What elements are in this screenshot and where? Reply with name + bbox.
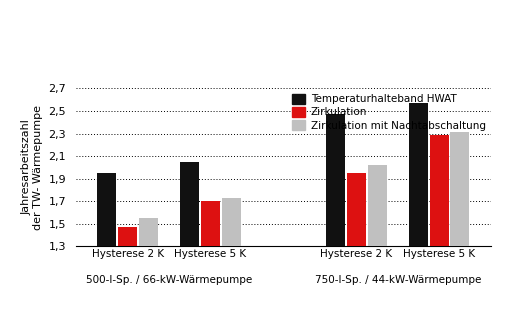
Bar [97, 173, 116, 246]
Bar [367, 165, 386, 246]
Bar [138, 218, 158, 246]
Bar [346, 173, 365, 246]
Legend: Temperaturhalteband HWAT, Zirkulation, Zirkulation mit Nachtabschaltung: Temperaturhalteband HWAT, Zirkulation, Z… [291, 94, 485, 131]
Text: 500-l-Sp. / 66-kW-Wärmepumpe: 500-l-Sp. / 66-kW-Wärmepumpe [86, 275, 251, 285]
Bar [429, 135, 448, 246]
Bar [449, 132, 468, 246]
Bar [118, 227, 137, 246]
Text: 750-l-Sp. / 44-kW-Wärmepumpe: 750-l-Sp. / 44-kW-Wärmepumpe [314, 275, 480, 285]
Bar [221, 198, 240, 246]
Bar [408, 103, 427, 246]
Bar [180, 162, 199, 246]
Bar [200, 201, 220, 246]
Y-axis label: Jahresarbeitszahl
der TW- Wärmepumpe: Jahresarbeitszahl der TW- Wärmepumpe [21, 105, 43, 230]
Bar [326, 114, 344, 246]
